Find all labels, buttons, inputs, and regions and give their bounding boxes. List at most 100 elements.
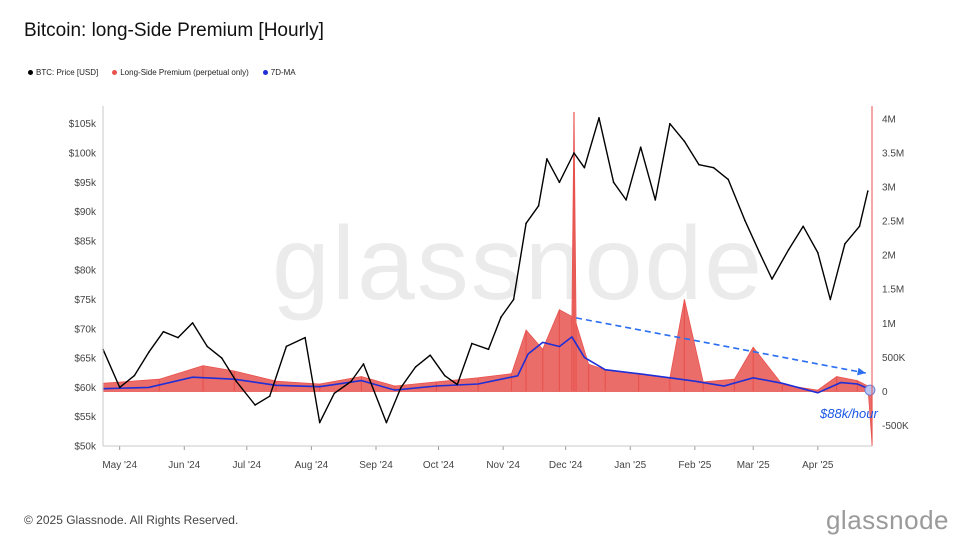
price-point [867, 190, 869, 192]
y-left-tick-label: $75k [74, 295, 97, 306]
y-left-tick-label: $50k [74, 442, 97, 453]
price-point [683, 140, 686, 143]
price-point [829, 298, 832, 301]
price-point [333, 392, 336, 395]
y-left-tick-label: $100k [69, 149, 97, 160]
chart-title: Bitcoin: long-Side Premium [Hourly] [24, 20, 324, 41]
x-tick-label: Jun '24 [168, 460, 200, 471]
axes: $105k $100k $95k $90k $85k $80k $75k $70k $65k $6… [69, 106, 909, 471]
premium-area [102, 111, 873, 443]
y-left-tick-label: $70k [74, 324, 97, 335]
x-tick-label: Nov '24 [486, 460, 520, 471]
x-tick-label: Apr '25 [802, 460, 834, 471]
y-right-tick-label: 2.5M [882, 217, 904, 228]
price-point [162, 330, 165, 333]
y-right-tick-label: 2M [882, 251, 896, 262]
y-right-tick-label: 3.5M [882, 148, 904, 159]
legend-label-ma: 7D-MA [270, 68, 296, 77]
price-point [133, 374, 136, 377]
watermark-text: glassnode [272, 206, 765, 322]
price-point [206, 345, 209, 348]
price-point [148, 351, 150, 354]
price-point [235, 380, 238, 383]
y-left-tick-label: $60k [74, 383, 97, 394]
price-point [414, 366, 417, 368]
price-point [727, 178, 730, 181]
price-point [385, 421, 388, 424]
price-point [858, 225, 861, 228]
price-point [285, 345, 288, 348]
price-point [654, 199, 657, 201]
y-left-tick-label: $55k [74, 412, 97, 423]
price-point [546, 158, 548, 160]
legend-item-premium[interactable]: Long-Side Premium (perpetual only) [112, 68, 249, 77]
x-tick-label: Jul '24 [232, 460, 261, 471]
legend-marker-price [28, 70, 33, 75]
trend-annotation-label: $88k/hour [820, 406, 878, 421]
y-right-tick-label: 1M [882, 319, 896, 330]
price-point [304, 336, 306, 339]
y-left-tick-label: $105k [69, 119, 97, 130]
price-point [625, 199, 627, 201]
legend-item-price[interactable]: BTC: Price [USD] [28, 68, 98, 77]
x-tick-label: Mar '25 [737, 460, 770, 471]
price-point [318, 421, 321, 424]
price-point [443, 374, 446, 377]
copyright-footer: © 2025 Glassnode. All Rights Reserved. [24, 513, 239, 527]
price-point [817, 251, 819, 254]
price-point [744, 219, 746, 222]
price-series [102, 117, 869, 424]
price-point [537, 204, 540, 207]
price-point [558, 181, 561, 184]
price-point [525, 222, 527, 225]
y-left-tick-label: $85k [74, 236, 97, 247]
x-tick-label: Feb '25 [678, 460, 711, 471]
y-left-tick-label: $95k [74, 178, 97, 189]
y-right-tick-label: 4M [882, 114, 896, 125]
x-tick-label: Dec '24 [549, 460, 583, 471]
y-right-tick-label: 3M [882, 182, 896, 193]
legend-marker-ma [262, 70, 268, 75]
price-point [254, 404, 256, 406]
y-right-tick-label: 500K [882, 353, 906, 364]
price-point [500, 316, 502, 318]
price-point [598, 117, 600, 119]
premium-series [102, 111, 873, 443]
price-point [712, 166, 715, 169]
price-point [487, 348, 490, 351]
price-point [758, 251, 761, 254]
ma-series [102, 335, 873, 394]
price-point [362, 363, 365, 365]
price-point [400, 386, 402, 389]
price-point [456, 383, 459, 386]
price-point [177, 336, 179, 339]
price-point [268, 395, 271, 397]
y-left-tick-label: $90k [74, 207, 97, 218]
price-point [639, 146, 642, 148]
y-right-tick-label: -500K [882, 421, 909, 432]
price-point [698, 163, 700, 166]
price-point [844, 243, 846, 245]
ma-line [102, 335, 873, 394]
price-point [429, 354, 431, 356]
price-point [612, 181, 615, 184]
price-point [191, 322, 194, 324]
legend-label-premium: Long-Side Premium (perpetual only) [120, 68, 249, 77]
price-point [220, 357, 223, 359]
trend-arrow-head [857, 367, 866, 376]
y-left-tick-label: $65k [74, 354, 97, 365]
price-point [118, 386, 121, 389]
price-point [787, 248, 790, 251]
x-tick-label: Oct '24 [423, 460, 455, 471]
chart-legend: BTC: Price [USD] Long-Side Premium (perp… [28, 68, 296, 77]
x-tick-label: May '24 [102, 460, 137, 471]
endpoint-marker [864, 384, 876, 396]
price-point [771, 278, 773, 280]
y-left-tick-label: $80k [74, 266, 97, 277]
price-point [471, 342, 473, 345]
trend-arrow-line [575, 317, 866, 374]
legend-item-ma[interactable]: 7D-MA [262, 68, 296, 77]
x-tick-label: Aug '24 [295, 460, 329, 471]
price-point [512, 298, 515, 301]
